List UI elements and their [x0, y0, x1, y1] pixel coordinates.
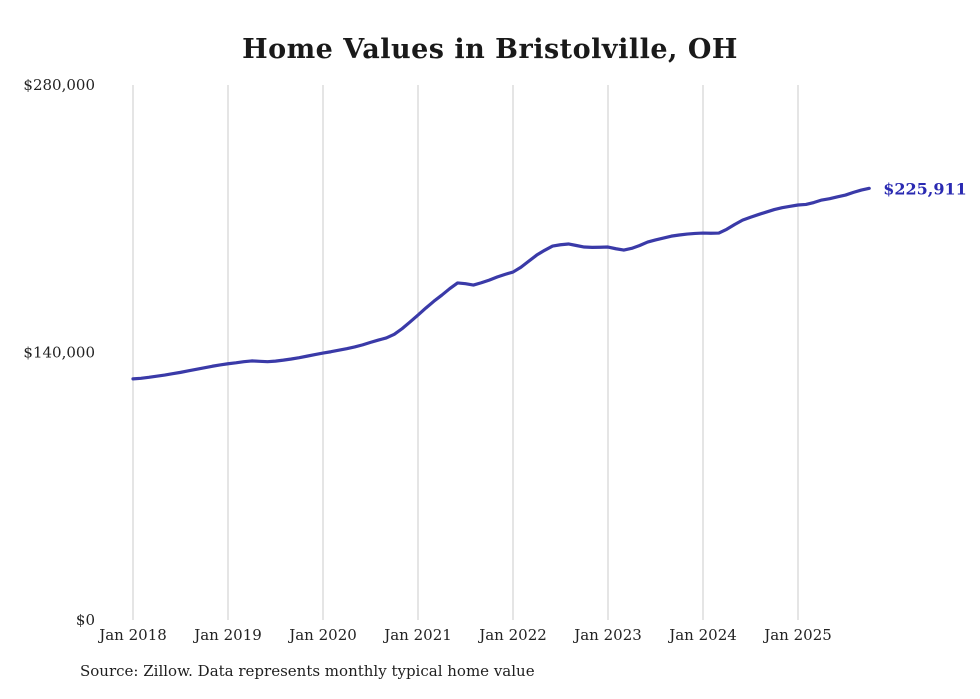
end-value-label: $225,911: [883, 179, 967, 198]
y-tick-label: $280,000: [23, 76, 95, 94]
x-tick-label: Jan 2020: [287, 626, 357, 644]
x-tick-label: Jan 2025: [762, 626, 832, 644]
x-tick-label: Jan 2019: [192, 626, 262, 644]
chart-title: Home Values in Bristolville, OH: [242, 34, 738, 65]
x-tick-label: Jan 2021: [382, 626, 452, 644]
x-tick-label: Jan 2022: [477, 626, 547, 644]
x-tick-label: Jan 2018: [97, 626, 167, 644]
x-tick-label: Jan 2024: [667, 626, 737, 644]
value-line: [131, 186, 871, 381]
x-tick-label: Jan 2023: [572, 626, 642, 644]
source-note: Source: Zillow. Data represents monthly …: [80, 662, 535, 680]
y-tick-label: $140,000: [23, 344, 95, 362]
y-tick-label: $0: [76, 611, 95, 629]
